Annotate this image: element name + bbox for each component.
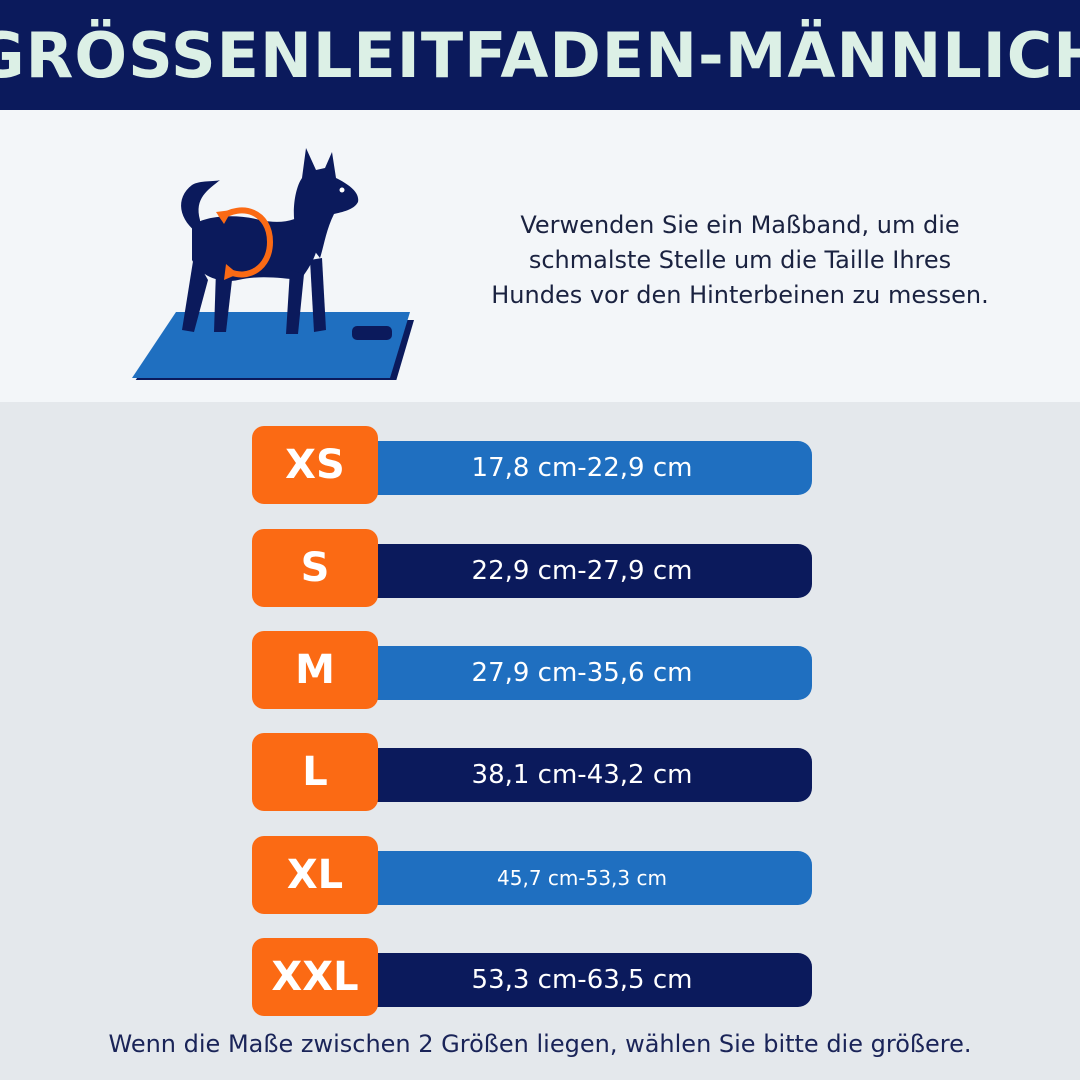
size-row-xs: 17,8 cm-22,9 cm XS bbox=[252, 426, 812, 504]
header-banner: GRÖSSENLEITFADEN-MÄNNLICH bbox=[0, 0, 1080, 110]
size-label: XL bbox=[252, 836, 378, 914]
size-label: XS bbox=[252, 426, 378, 504]
size-range: 22,9 cm-27,9 cm bbox=[352, 544, 812, 598]
page-title: GRÖSSENLEITFADEN-MÄNNLICH bbox=[0, 18, 1080, 92]
intro-section: Verwenden Sie ein Maßband, um die schmal… bbox=[0, 110, 1080, 402]
dog-measuring-waist-icon bbox=[132, 148, 414, 380]
size-range: 38,1 cm-43,2 cm bbox=[352, 748, 812, 802]
instruction-line: schmalste Stelle um die Taille Ihres bbox=[528, 246, 952, 274]
size-row-xxl: 53,3 cm-63,5 cm XXL bbox=[252, 938, 812, 1016]
size-row-m: 27,9 cm-35,6 cm M bbox=[252, 631, 812, 709]
size-footnote: Wenn die Maße zwischen 2 Größen liegen, … bbox=[108, 1030, 972, 1058]
size-row-s: 22,9 cm-27,9 cm S bbox=[252, 529, 812, 607]
size-label: L bbox=[252, 733, 378, 811]
size-label: S bbox=[252, 529, 378, 607]
instruction-line: Verwenden Sie ein Maßband, um die bbox=[520, 211, 960, 239]
size-range: 17,8 cm-22,9 cm bbox=[352, 441, 812, 495]
size-row-l: 38,1 cm-43,2 cm L bbox=[252, 733, 812, 811]
size-range: 53,3 cm-63,5 cm bbox=[352, 953, 812, 1007]
size-label: XXL bbox=[252, 938, 378, 1016]
size-label: M bbox=[252, 631, 378, 709]
size-range: 27,9 cm-35,6 cm bbox=[352, 646, 812, 700]
size-row-xl: 45,7 cm-53,3 cm XL bbox=[252, 836, 812, 914]
measuring-instruction: Verwenden Sie ein Maßband, um die schmal… bbox=[440, 208, 1040, 313]
size-range: 45,7 cm-53,3 cm bbox=[352, 851, 812, 905]
instruction-line: Hundes vor den Hinterbeinen zu messen. bbox=[491, 281, 989, 309]
